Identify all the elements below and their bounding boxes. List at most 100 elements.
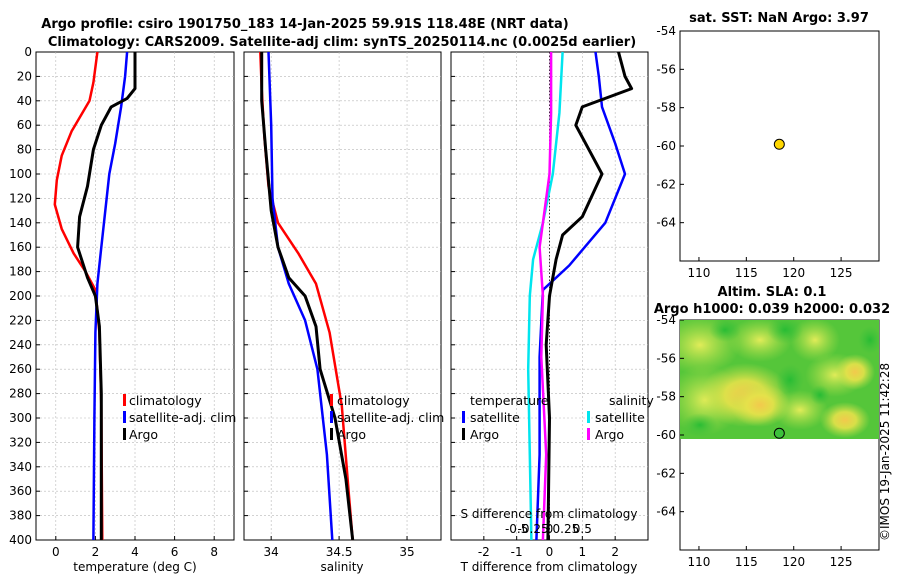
x-tick-label-sla: 120 xyxy=(782,555,805,569)
x-tick-label-temp: 6 xyxy=(171,545,179,559)
difference-panel: -2 -1 0 1 2-0.5-0.250 0.250.5 T difference fr… xyxy=(450,51,654,574)
difference-legend: temperature salinity satellite Argo sate… xyxy=(462,393,654,442)
x-tick-label-diff: -1 xyxy=(511,545,523,559)
x-tick-label-sla: 115 xyxy=(735,555,758,569)
x-tick-label-diff: 2 xyxy=(611,545,619,559)
sla-map-panel: Altim. SLA: 0.1 Argo h1000: 0.039 h2000:… xyxy=(654,285,890,569)
legend-swatch-satellite-adj-sal xyxy=(330,411,333,423)
y-tick-label-depth: 0 xyxy=(24,45,32,59)
x2-tick-label-diff: -0.5 xyxy=(505,522,528,536)
sst-map-panel: sat. SST: NaN Argo: 3.97 110 115 120 125 -54… xyxy=(656,11,880,280)
y-tick-label-depth: 240 xyxy=(9,338,32,352)
y-tick-label-depth: 380 xyxy=(9,509,32,523)
legend-label-argo-sal: Argo xyxy=(337,427,366,442)
y-tick-label-depth: 340 xyxy=(9,460,32,474)
y-tick-label-sla: -58 xyxy=(656,390,676,404)
legend-label-climatology: climatology xyxy=(129,393,202,408)
x2-tick-label-diff: 0 xyxy=(546,522,554,536)
series-line-diff-t-argo xyxy=(544,51,634,541)
series-line-temp-argo xyxy=(76,52,137,540)
x-tick-label-temp: 8 xyxy=(210,545,218,559)
legend-label-climatology-sal: climatology xyxy=(337,393,410,408)
t-difference-xlabel: T difference from climatology xyxy=(460,560,638,574)
y-tick-label-depth: 60 xyxy=(17,118,32,132)
y-tick-label-sst: -54 xyxy=(656,24,676,38)
y-tick-label-depth: 300 xyxy=(9,411,32,425)
legend-swatch-s-argo xyxy=(587,428,590,440)
y-tick-label-depth: 180 xyxy=(9,265,32,279)
series-line-diff-s-satellite xyxy=(526,51,564,541)
legend-swatch-s-satellite xyxy=(587,411,590,423)
x-tick-label-sal: 35 xyxy=(399,545,414,559)
x-tick-label-diff: -2 xyxy=(478,545,490,559)
y-tick-label-sla: -64 xyxy=(656,505,676,519)
legend-header-salinity: salinity xyxy=(609,393,654,408)
y-tick-label-sst: -58 xyxy=(656,101,676,115)
y-tick-label-depth: 320 xyxy=(9,435,32,449)
salinity-panel: 34 34.5 35 salinity climatology satellite-… xyxy=(243,51,444,574)
legend-label-satellite-adj: satellite-adj. clim xyxy=(129,410,236,425)
x-tick-label-diff: 0 xyxy=(546,545,554,559)
legend-swatch-climatology-sal xyxy=(330,394,333,406)
y-tick-label-sla: -62 xyxy=(656,466,676,480)
y-tick-label-depth: 100 xyxy=(9,167,32,181)
legend-label-t-argo: Argo xyxy=(470,427,499,442)
x2-tick-label-diff: 0.25 xyxy=(553,522,580,536)
y-tick-label-sst: -64 xyxy=(656,216,676,230)
series-line-sal-argo xyxy=(260,52,355,541)
salinity-xlabel: salinity xyxy=(320,560,363,574)
x2-tick-label-diff: -0.25 xyxy=(518,522,549,536)
x-tick-label-temp: 0 xyxy=(52,545,60,559)
y-tick-label-sst: -62 xyxy=(656,177,676,191)
y-tick-label-sla: -56 xyxy=(656,351,676,365)
y-tick-label-depth: 20 xyxy=(17,69,32,83)
legend-label-argo: Argo xyxy=(129,427,158,442)
sst-map-frame xyxy=(679,30,880,262)
sst-map-title: sat. SST: NaN Argo: 3.97 xyxy=(689,11,869,26)
y-tick-label-sst: -60 xyxy=(656,139,676,153)
y-tick-label-depth: 260 xyxy=(9,362,32,376)
legend-label-t-satellite: satellite xyxy=(470,410,520,425)
legend-swatch-climatology xyxy=(123,394,126,406)
y-tick-label-depth: 360 xyxy=(9,484,32,498)
legend-header-temperature: temperature xyxy=(470,393,549,408)
imos-watermark: ©IMOS 19-Jan-2025 11:42:28 xyxy=(878,363,892,541)
y-tick-label-sla: -60 xyxy=(656,428,676,442)
y-tick-label-depth: 220 xyxy=(9,313,32,327)
temperature-panel: 0 2 4 6 802040608010012014016018020022024026… xyxy=(9,45,236,574)
x-tick-label-sal: 34.5 xyxy=(326,545,353,559)
y-tick-label-sst: -56 xyxy=(656,62,676,76)
figure-title-line1: Argo profile: csiro 1901750_183 14-Jan-2… xyxy=(41,17,568,32)
series-line-sal-satellite-adj-clim xyxy=(267,51,334,541)
x-tick-label-diff: 1 xyxy=(579,545,587,559)
y-tick-label-depth: 140 xyxy=(9,216,32,230)
legend-swatch-satellite-adj xyxy=(123,411,126,423)
legend-label-s-satellite: satellite xyxy=(595,410,645,425)
legend-label-satellite-adj-sal: satellite-adj. clim xyxy=(337,410,444,425)
legend-swatch-argo-sal xyxy=(330,428,333,440)
temperature-legend: climatology satellite-adj. clim Argo xyxy=(123,393,236,442)
y-tick-label-sla: -54 xyxy=(656,313,676,327)
x-tick-label-sst: 120 xyxy=(782,266,805,280)
x-tick-label-sst: 115 xyxy=(735,266,758,280)
temperature-xlabel: temperature (deg C) xyxy=(73,560,196,574)
x-tick-label-sla: 125 xyxy=(830,555,853,569)
y-tick-label-depth: 400 xyxy=(9,533,32,547)
series-line-temp-satellite-adj-clim xyxy=(92,51,129,541)
argo-position-marker-sla xyxy=(773,427,785,439)
argo-position-marker-sst xyxy=(773,138,785,150)
series-line-diff-t-satellite xyxy=(535,51,627,541)
figure-title-line2: Climatology: CARS2009. Satellite-adj cli… xyxy=(48,35,636,50)
sla-heatmap-field xyxy=(680,320,879,439)
x-tick-label-sal: 34 xyxy=(264,545,279,559)
x-tick-label-temp: 4 xyxy=(131,545,139,559)
x-tick-label-sst: 110 xyxy=(687,266,710,280)
x-tick-label-sla: 110 xyxy=(687,555,710,569)
s-difference-xlabel: S difference from climatology xyxy=(461,507,638,521)
y-tick-label-depth: 200 xyxy=(9,289,32,303)
x-tick-label-sst: 125 xyxy=(830,266,853,280)
legend-swatch-argo xyxy=(123,428,126,440)
x2-tick-label-diff: 0.5 xyxy=(573,522,592,536)
legend-swatch-t-satellite xyxy=(462,411,465,423)
